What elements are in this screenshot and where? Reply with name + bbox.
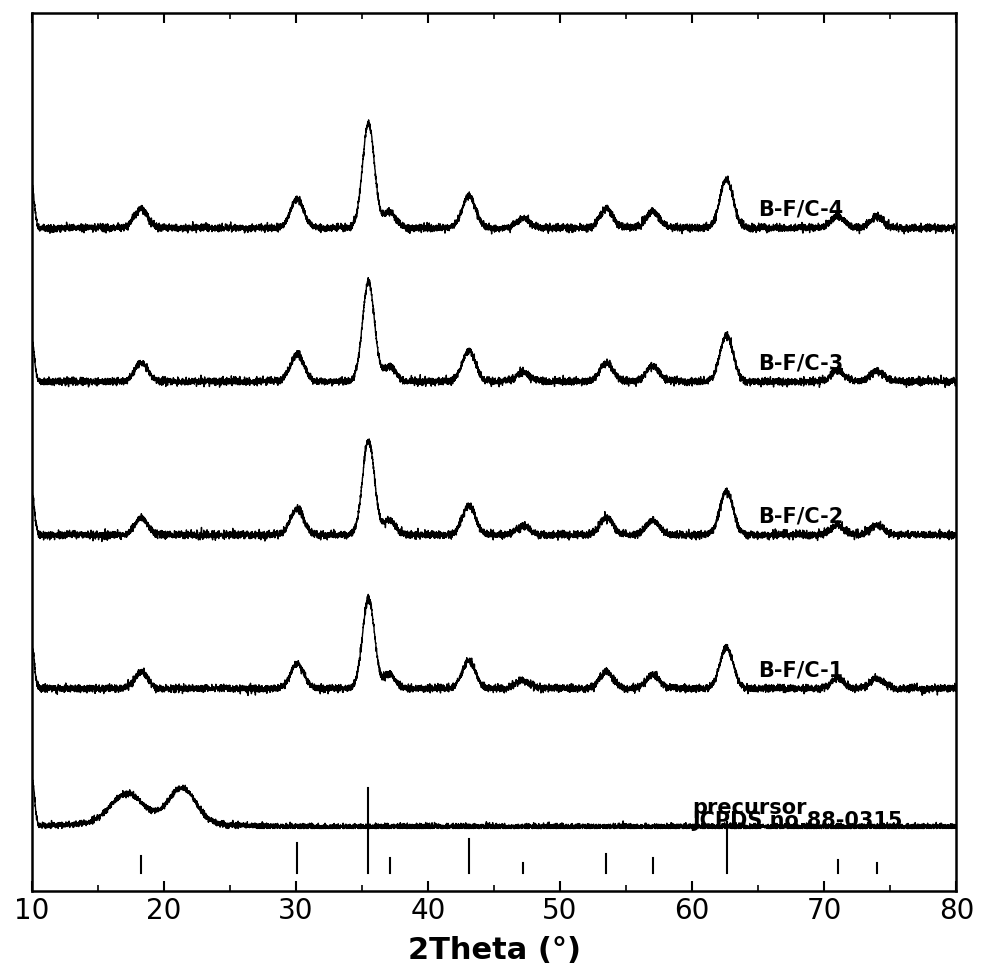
Text: B-F/C-3: B-F/C-3 bbox=[758, 353, 844, 373]
Text: B-F/C-2: B-F/C-2 bbox=[758, 507, 844, 526]
Text: B-F/C-4: B-F/C-4 bbox=[758, 200, 844, 219]
Text: JCPDS no.88-0315: JCPDS no.88-0315 bbox=[693, 810, 903, 830]
Text: B-F/C-1: B-F/C-1 bbox=[758, 659, 844, 680]
X-axis label: 2Theta (°): 2Theta (°) bbox=[407, 935, 581, 964]
Text: precursor: precursor bbox=[693, 798, 806, 818]
